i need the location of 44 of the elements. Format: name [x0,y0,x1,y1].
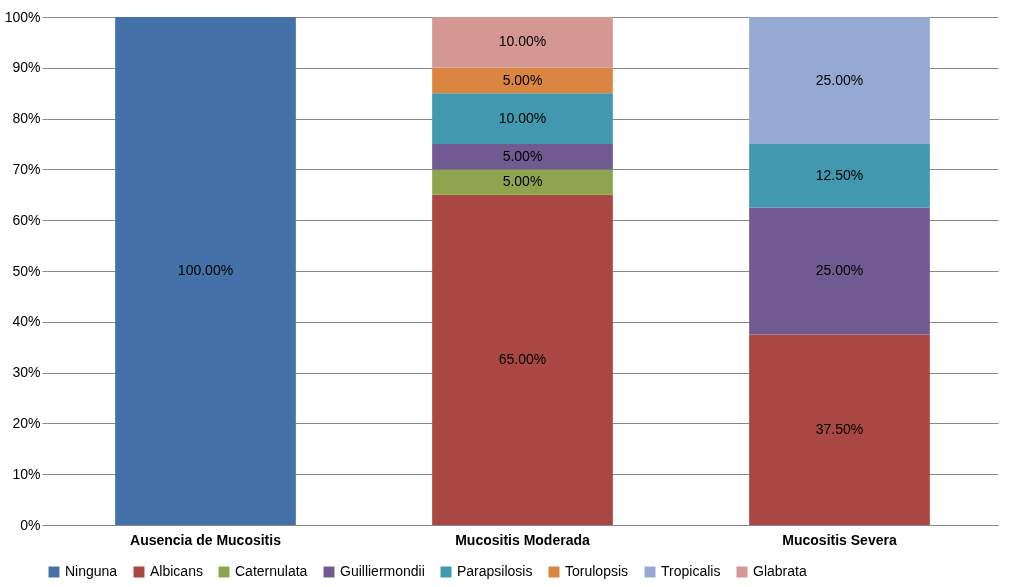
legend-label: Parapsilosis [457,563,533,579]
bar [432,169,613,195]
y-tick-label: 0% [20,516,41,533]
bar [432,17,613,68]
data-label: 37.50% [815,420,864,437]
legend-label: Glabrata [753,563,807,579]
data-label: 100.00% [177,262,234,278]
legend-label: Ninguna [65,563,118,579]
y-tick-label: 10% [12,465,41,482]
legend-label: Albicans [150,563,203,579]
data-label: 5.00% [502,173,543,190]
bar [432,194,613,525]
legend-label: Torulopsis [565,563,629,579]
legend-label: Guilliermondii [340,563,425,579]
y-tick-label: 100% [4,8,41,25]
bar [432,93,613,144]
data-label: 5.00% [502,147,543,164]
y-tick-label: 60% [12,211,41,228]
y-tick-label: 30% [12,364,41,381]
x-tick-label: Mucositis Severa [782,531,897,548]
bar [432,144,613,170]
x-tick-label: Ausencia de Mucositis [130,531,282,548]
y-tick-label: 70% [12,160,41,177]
legend-label: Caternulata [235,563,308,579]
bar [749,17,930,144]
x-tick-label: Mucositis Moderada [455,531,590,548]
y-tick-label: 90% [12,59,41,76]
data-label: 10.00% [498,109,547,126]
y-tick-label: 80% [12,110,41,127]
y-tick-label: 20% [12,414,41,431]
data-label: 65.00% [498,350,547,367]
data-label: 10.00% [498,33,547,50]
bar [749,207,930,335]
bar [749,144,930,208]
y-tick-label: 40% [12,313,41,330]
legend-label: Tropicalis [661,563,721,579]
data-label: 25.00% [815,71,864,88]
y-tick-label: 50% [12,262,41,279]
data-label: 25.00% [815,262,864,278]
bar [749,334,930,525]
bar [115,17,296,525]
data-label: 5.00% [502,71,543,88]
bar [432,67,613,94]
data-label: 12.50% [815,166,864,183]
